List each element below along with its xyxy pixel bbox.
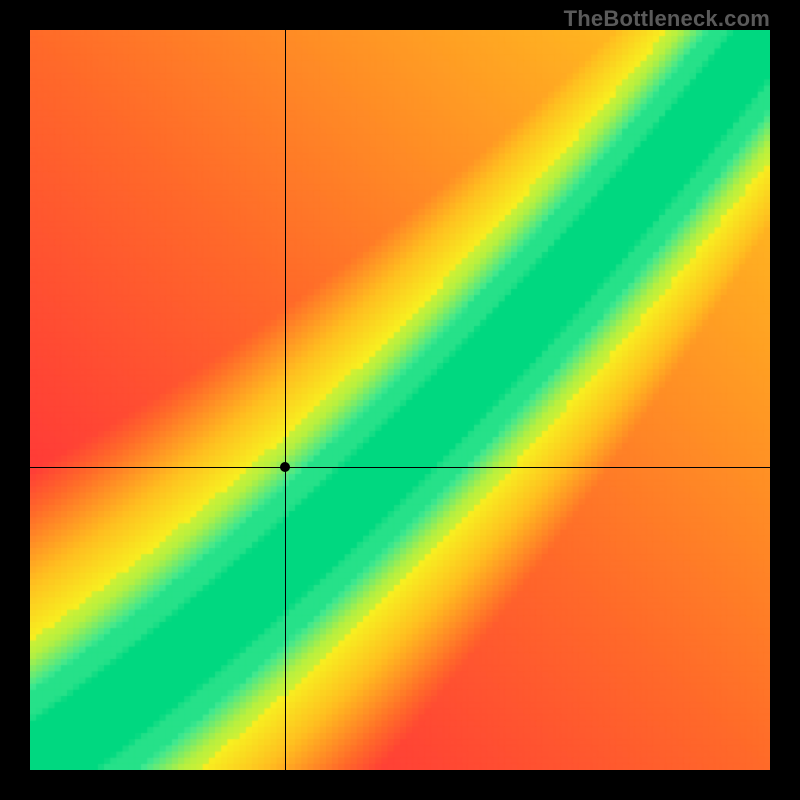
plot-area [30,30,770,770]
chart-container: TheBottleneck.com [0,0,800,800]
crosshair-marker [280,462,290,472]
watermark-text: TheBottleneck.com [564,6,770,32]
heatmap-canvas [30,30,770,770]
crosshair-horizontal [30,467,770,468]
crosshair-vertical [285,30,286,770]
